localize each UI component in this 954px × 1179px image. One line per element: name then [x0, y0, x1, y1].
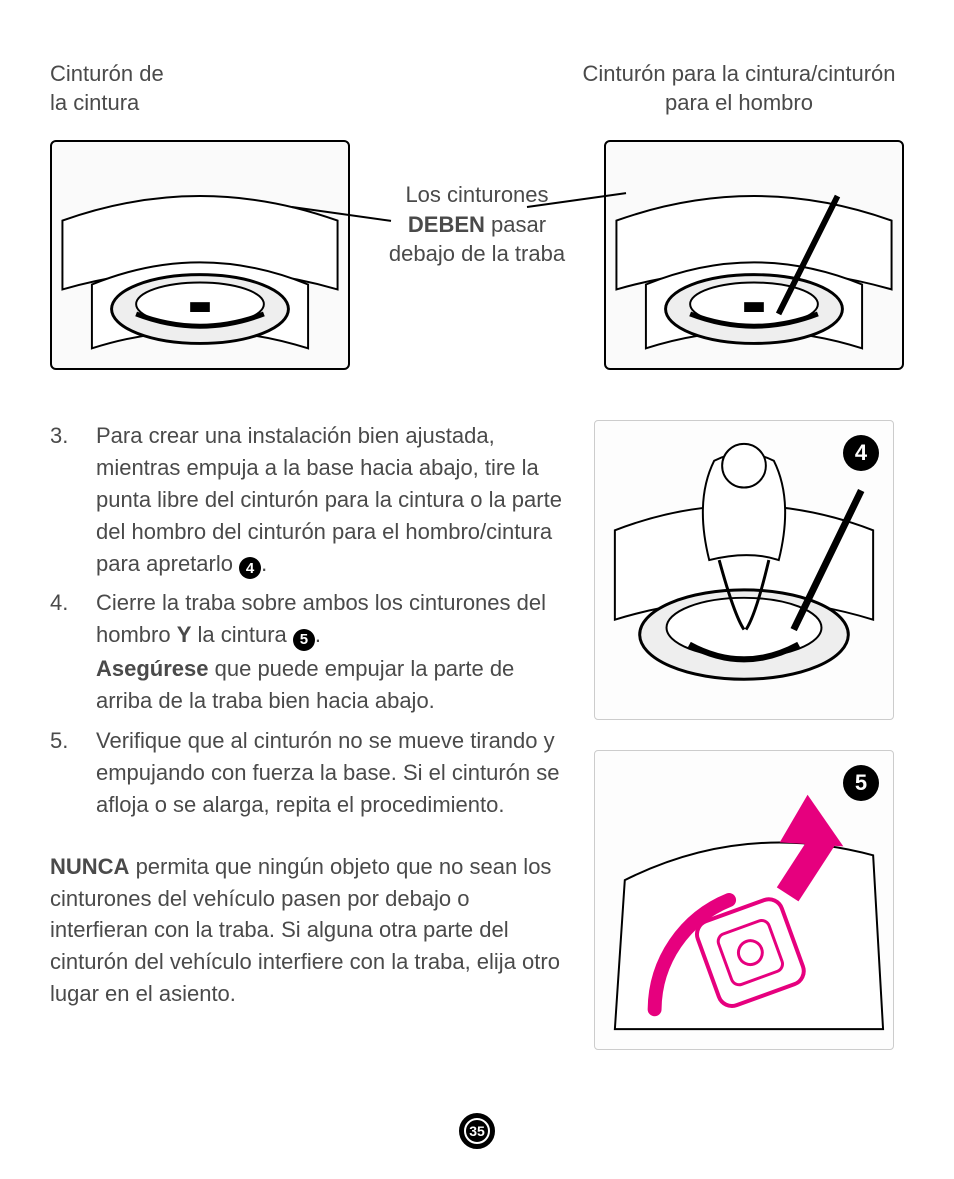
center-line3: debajo de la traba	[389, 241, 565, 266]
figure-5-badge: 5	[843, 765, 879, 801]
top-right-cell: Cinturón para la cintura/cinturón para e…	[587, 50, 904, 380]
step-3-number: 3.	[50, 420, 96, 581]
step-4-body-b: la cintura	[191, 622, 293, 647]
warning-bold: NUNCA	[50, 854, 129, 879]
step-4-tail: .	[315, 622, 321, 647]
instruction-list: 3. Para crear una instalación bien ajust…	[50, 420, 570, 823]
step-4-number: 4.	[50, 587, 96, 719]
lap-shoulder-belt-label: Cinturón para la cintura/cinturón para e…	[574, 60, 904, 117]
lap-shoulder-belt-illustration	[604, 140, 904, 370]
page-number-value: 35	[469, 1123, 485, 1139]
badge-4-inline: 4	[239, 557, 261, 579]
instruction-text-column: 3. Para crear una instalación bien ajust…	[50, 420, 570, 1050]
step-4-text-1: Cierre la traba sobre ambos los cinturon…	[96, 587, 570, 651]
step-4-bold-y: Y	[177, 622, 192, 647]
center-bold: DEBEN	[408, 212, 485, 237]
step-4: 4. Cierre la traba sobre ambos los cintu…	[50, 587, 570, 719]
warning-paragraph: NUNCA permita que ningún objeto que no s…	[50, 851, 570, 1010]
figure-4: 4	[594, 420, 894, 720]
lap-belt-illustration	[50, 140, 350, 370]
step-3: 3. Para crear una instalación bien ajust…	[50, 420, 570, 581]
top-left-cell: Cinturón de la cintura	[50, 50, 367, 380]
figure-5: 5	[594, 750, 894, 1050]
badge-5-inline: 5	[293, 629, 315, 651]
step-4-p2-bold: Asegúrese	[96, 656, 209, 681]
page-number: 35	[459, 1113, 495, 1149]
manual-page: Cinturón de la cintura Los cinturones DE…	[0, 0, 954, 1179]
center-line2-rest: pasar	[485, 212, 546, 237]
step-4-text-2: Asegúrese que puede empujar la parte de …	[96, 653, 570, 717]
step-5-text: Verifique que al cinturón no se mueve ti…	[96, 725, 570, 821]
step-5-number: 5.	[50, 725, 96, 823]
top-illustration-row: Cinturón de la cintura Los cinturones DE…	[50, 50, 904, 380]
top-center-cell: Los cinturones DEBEN pasar debajo de la …	[367, 50, 587, 380]
side-figure-column: 4 5	[594, 420, 904, 1050]
lap-belt-label: Cinturón de la cintura	[50, 60, 164, 117]
step-3-tail: .	[261, 551, 267, 576]
step-3-body: Para crear una instalación bien ajustada…	[96, 423, 562, 576]
step-5: 5. Verifique que al cinturón no se mueve…	[50, 725, 570, 823]
center-line1: Los cinturones	[405, 182, 548, 207]
body-row: 3. Para crear una instalación bien ajust…	[50, 420, 904, 1050]
belts-must-pass-label: Los cinturones DEBEN pasar debajo de la …	[389, 180, 565, 269]
step-3-text: Para crear una instalación bien ajustada…	[96, 420, 570, 579]
figure-4-badge: 4	[843, 435, 879, 471]
